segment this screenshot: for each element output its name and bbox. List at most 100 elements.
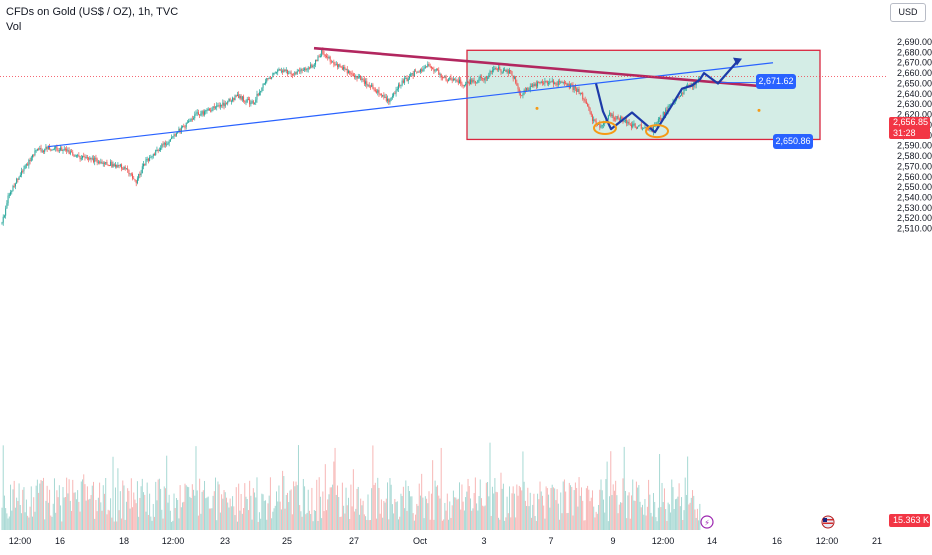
volume-bar <box>559 519 561 530</box>
candle-body <box>438 70 440 75</box>
volume-bar <box>3 495 5 530</box>
candle-body <box>460 79 462 84</box>
volume-bar <box>459 482 460 530</box>
candle-body <box>285 69 287 71</box>
x-axis-tick-label: 7 <box>548 536 553 546</box>
volume-bar <box>377 477 379 530</box>
volume-bar <box>347 497 349 530</box>
volume-bar <box>455 497 457 530</box>
candle-body <box>668 105 670 107</box>
volume-bar <box>182 502 184 530</box>
candle-body <box>305 68 307 71</box>
volume-bar <box>596 513 598 530</box>
volume-bar <box>576 487 578 530</box>
candle-body <box>144 163 146 165</box>
candle-body <box>499 67 501 70</box>
candle-body <box>620 116 622 121</box>
volume-bar <box>621 502 623 530</box>
candle-body <box>322 50 324 54</box>
volume-bar <box>510 517 512 530</box>
candle-body <box>657 118 659 123</box>
y-axis-tick-label: 2,580.00 <box>897 151 932 161</box>
volume-bar <box>572 515 574 530</box>
volume-bar <box>80 481 82 530</box>
candle-body <box>143 163 145 167</box>
candle-body <box>222 102 224 106</box>
volume-bar <box>516 484 518 530</box>
volume-bar <box>50 515 52 530</box>
volume-bar <box>405 480 407 530</box>
candle-body <box>343 66 345 70</box>
target-price-callout[interactable]: 2,671.62 <box>756 74 796 89</box>
candle-body <box>50 149 52 151</box>
candle-body <box>105 162 107 164</box>
candle-body <box>632 123 634 128</box>
volume-bar <box>480 498 482 530</box>
candle-body <box>265 81 267 84</box>
candle-body <box>667 106 669 112</box>
volume-bar <box>428 491 430 530</box>
candle-body <box>551 80 553 82</box>
volume-bar <box>132 507 134 530</box>
volume-bar <box>207 496 209 530</box>
candle-body <box>25 164 27 166</box>
volume-bar <box>151 520 153 530</box>
volume-bar <box>235 487 237 530</box>
volume-bar <box>197 515 199 530</box>
volume-bar <box>682 519 684 530</box>
currency-button[interactable]: USD <box>890 3 926 22</box>
candle-body <box>443 77 445 79</box>
candle-body <box>383 95 385 98</box>
candle-body <box>24 165 26 169</box>
candle-body <box>424 66 426 69</box>
candle-body <box>158 150 160 152</box>
candle-body <box>236 94 238 96</box>
volume-bar <box>589 501 591 530</box>
candle-body <box>93 158 94 162</box>
volume-bar <box>308 510 310 530</box>
candle-body <box>341 67 343 70</box>
volume-bar <box>312 521 314 530</box>
candle-body <box>642 128 643 130</box>
candle-body <box>681 92 683 96</box>
volume-bar <box>328 494 330 530</box>
candle-body <box>68 150 70 154</box>
volume-bar <box>83 474 85 530</box>
volume-bar <box>552 487 554 530</box>
volume-bar <box>302 478 304 530</box>
candle-body <box>189 120 191 122</box>
volume-bar <box>573 490 575 530</box>
candle-body <box>23 168 25 172</box>
volume-bar <box>493 493 495 530</box>
candle-body <box>337 64 338 67</box>
volume-bar <box>506 496 508 530</box>
volume-bar <box>62 487 64 530</box>
candle-body <box>448 79 450 82</box>
volume-bar <box>677 496 679 530</box>
volume-bar <box>679 506 681 530</box>
volume-bar <box>378 487 380 530</box>
volume-bar <box>188 487 190 530</box>
candle-body <box>572 84 574 90</box>
volume-bar <box>541 495 543 530</box>
candle-body <box>372 84 374 89</box>
volume-bar <box>2 445 4 530</box>
volume-bar <box>211 508 213 530</box>
candle-body <box>162 144 164 146</box>
volume-bar <box>657 507 659 530</box>
candle-body <box>84 156 86 158</box>
volume-bar <box>688 504 690 530</box>
volume-bar <box>613 490 615 530</box>
volume-indicator-label[interactable]: Vol <box>6 21 22 33</box>
level-price-callout[interactable]: 2,650.86 <box>773 134 813 149</box>
volume-bar <box>121 518 123 530</box>
volume-bar <box>229 498 231 530</box>
volume-bar <box>172 520 174 530</box>
candle-body <box>140 173 142 176</box>
volume-bar <box>369 519 371 530</box>
volume-bar <box>340 516 342 530</box>
volume-bar <box>175 498 177 530</box>
candle-body <box>430 66 432 68</box>
